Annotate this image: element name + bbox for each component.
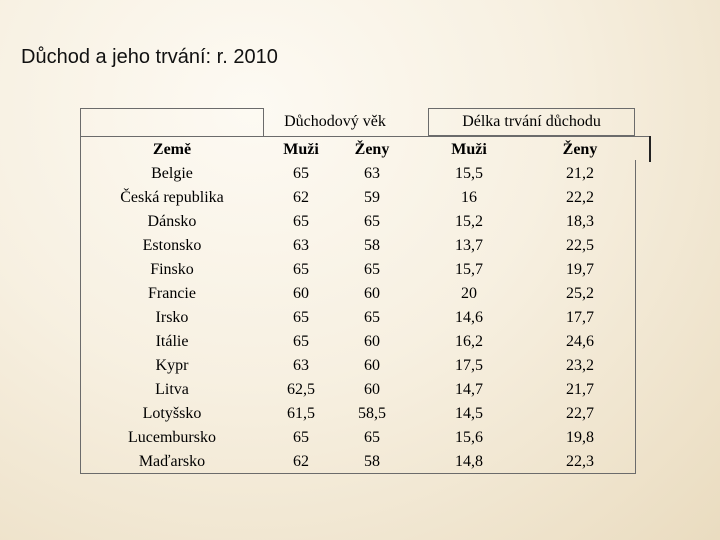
pension-duration-women-cell: 24,6 bbox=[566, 333, 594, 350]
table-row: Finsko 65 65 15,7 19,7 bbox=[0, 258, 720, 282]
retirement-age-men-cell: 65 bbox=[293, 333, 309, 350]
pension-duration-men-cell: 15,6 bbox=[455, 429, 483, 446]
country-cell: Irsko bbox=[155, 309, 189, 326]
retirement-age-men-cell: 61,5 bbox=[287, 405, 315, 422]
pension-duration-women-cell: 22,5 bbox=[566, 237, 594, 254]
pension-duration-women-cell: 25,2 bbox=[566, 285, 594, 302]
retirement-age-men-cell: 65 bbox=[293, 165, 309, 182]
pension-duration-men-cell: 14,6 bbox=[455, 309, 483, 326]
pension-duration-men-cell: 15,5 bbox=[455, 165, 483, 182]
pension-duration-women-cell: 19,7 bbox=[566, 261, 594, 278]
country-cell: Lucembursko bbox=[128, 429, 216, 446]
group-header-retirement-age: Důchodový věk bbox=[284, 113, 386, 130]
retirement-age-men-cell: 63 bbox=[293, 237, 309, 254]
table-row: Francie 60 60 20 25,2 bbox=[0, 282, 720, 306]
pension-duration-women-cell: 21,7 bbox=[566, 381, 594, 398]
table-row: Belgie 65 63 15,5 21,2 bbox=[0, 162, 720, 186]
pension-duration-men-cell: 14,5 bbox=[455, 405, 483, 422]
retirement-age-women-cell: 58,5 bbox=[358, 405, 386, 422]
pension-duration-men-cell: 15,2 bbox=[455, 213, 483, 230]
retirement-age-women-cell: 65 bbox=[364, 309, 380, 326]
retirement-age-men-cell: 65 bbox=[293, 261, 309, 278]
retirement-age-men-cell: 65 bbox=[293, 213, 309, 230]
table-row: Lucembursko 65 65 15,6 19,8 bbox=[0, 426, 720, 450]
table-row: Kypr 63 60 17,5 23,2 bbox=[0, 354, 720, 378]
country-cell: Estonsko bbox=[142, 237, 202, 254]
pension-duration-men-cell: 15,7 bbox=[455, 261, 483, 278]
group-header-pension-duration: Délka trvání důchodu bbox=[462, 113, 601, 130]
column-header-retirement-women: Ženy bbox=[354, 141, 390, 158]
pension-duration-women-cell: 19,8 bbox=[566, 429, 594, 446]
country-cell: Kypr bbox=[155, 357, 189, 374]
table-row: Itálie 65 60 16,2 24,6 bbox=[0, 330, 720, 354]
retirement-age-women-cell: 60 bbox=[364, 333, 380, 350]
retirement-age-men-cell: 60 bbox=[293, 285, 309, 302]
retirement-age-men-cell: 65 bbox=[293, 429, 309, 446]
country-cell: Maďarsko bbox=[138, 453, 206, 470]
table-row: Maďarsko 62 58 14,8 22,3 bbox=[0, 450, 720, 474]
table-row: Lotyšsko 61,5 58,5 14,5 22,7 bbox=[0, 402, 720, 426]
table-border-top-left bbox=[80, 108, 264, 136]
slide-title: Důchod a jeho trvání: r. 2010 bbox=[21, 46, 278, 68]
table-row: Irsko 65 65 14,6 17,7 bbox=[0, 306, 720, 330]
pension-duration-men-cell: 14,7 bbox=[455, 381, 483, 398]
retirement-age-women-cell: 65 bbox=[364, 261, 380, 278]
table-border-header-right bbox=[649, 136, 651, 162]
country-cell: Lotyšsko bbox=[142, 405, 202, 422]
table-border-body bbox=[80, 160, 636, 474]
pension-duration-women-cell: 22,3 bbox=[566, 453, 594, 470]
retirement-age-women-cell: 60 bbox=[364, 381, 380, 398]
column-header-country: Země bbox=[152, 141, 192, 158]
pension-duration-women-cell: 22,2 bbox=[566, 189, 594, 206]
table-border-top-right bbox=[428, 108, 635, 136]
pension-duration-women-cell: 23,2 bbox=[566, 357, 594, 374]
pension-duration-men-cell: 16 bbox=[461, 189, 477, 206]
retirement-age-women-cell: 63 bbox=[364, 165, 380, 182]
pension-duration-men-cell: 20 bbox=[461, 285, 477, 302]
pension-duration-men-cell: 13,7 bbox=[455, 237, 483, 254]
country-cell: Itálie bbox=[155, 333, 189, 350]
retirement-age-women-cell: 60 bbox=[364, 285, 380, 302]
pension-duration-women-cell: 18,3 bbox=[566, 213, 594, 230]
retirement-age-women-cell: 58 bbox=[364, 453, 380, 470]
pension-duration-women-cell: 21,2 bbox=[566, 165, 594, 182]
table-row: Estonsko 63 58 13,7 22,5 bbox=[0, 234, 720, 258]
country-cell: Dánsko bbox=[147, 213, 197, 230]
retirement-age-women-cell: 58 bbox=[364, 237, 380, 254]
table-row: Dánsko 65 65 15,2 18,3 bbox=[0, 210, 720, 234]
table-row: Česká republika 62 59 16 22,2 bbox=[0, 186, 720, 210]
country-cell: Litva bbox=[155, 381, 189, 398]
retirement-age-men-cell: 65 bbox=[293, 309, 309, 326]
retirement-age-men-cell: 62 bbox=[293, 189, 309, 206]
pension-duration-women-cell: 17,7 bbox=[566, 309, 594, 326]
retirement-age-women-cell: 59 bbox=[364, 189, 380, 206]
retirement-age-women-cell: 65 bbox=[364, 213, 380, 230]
pension-duration-men-cell: 16,2 bbox=[455, 333, 483, 350]
retirement-age-men-cell: 62 bbox=[293, 453, 309, 470]
retirement-age-women-cell: 65 bbox=[364, 429, 380, 446]
retirement-age-women-cell: 60 bbox=[364, 357, 380, 374]
pension-duration-men-cell: 17,5 bbox=[455, 357, 483, 374]
country-cell: Francie bbox=[148, 285, 196, 302]
country-cell: Belgie bbox=[151, 165, 193, 182]
table-header-row: Země Muži Ženy Muži Ženy bbox=[0, 138, 720, 162]
retirement-age-men-cell: 63 bbox=[293, 357, 309, 374]
table-row: Litva 62,5 60 14,7 21,7 bbox=[0, 378, 720, 402]
country-cell: Finsko bbox=[150, 261, 194, 278]
column-header-duration-women: Ženy bbox=[562, 141, 598, 158]
pension-duration-men-cell: 14,8 bbox=[455, 453, 483, 470]
country-cell: Česká republika bbox=[120, 189, 224, 206]
column-header-duration-men: Muži bbox=[451, 141, 487, 158]
retirement-age-men-cell: 62,5 bbox=[287, 381, 315, 398]
column-header-retirement-men: Muži bbox=[283, 141, 319, 158]
pension-duration-women-cell: 22,7 bbox=[566, 405, 594, 422]
